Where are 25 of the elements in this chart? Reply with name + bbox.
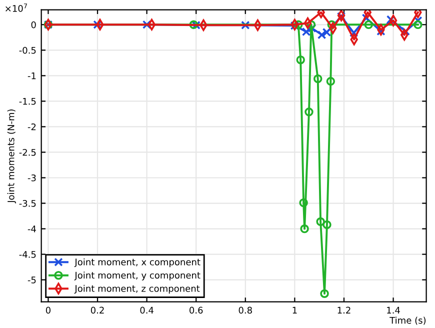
legend-label: Joint moment, y component bbox=[74, 272, 200, 280]
y-tick-label: -5 bbox=[28, 276, 36, 284]
y-tick-label: -4.5 bbox=[19, 251, 36, 258]
y-tick-label: -1.5 bbox=[19, 98, 36, 105]
x-tick-label: 1.4 bbox=[387, 306, 400, 314]
legend-label: Joint moment, x component bbox=[74, 258, 200, 268]
y-axis-title: Joint moments (N-m) bbox=[7, 109, 16, 204]
x-tick-label: 0 bbox=[46, 306, 50, 314]
text: ×10$^{7}$ bbox=[6, 4, 27, 12]
y-tick-label: -3.5 bbox=[19, 200, 36, 207]
x-tick-label: 0.8 bbox=[238, 306, 252, 314]
x-axis-title: Time (s) bbox=[390, 316, 426, 325]
y-tick-label: -0.5 bbox=[19, 46, 36, 54]
x-tick-label: 1 bbox=[292, 306, 297, 314]
x-tick-label: 0.2 bbox=[90, 306, 104, 314]
x-tick-label: 0.6 bbox=[190, 306, 203, 314]
y-tick-label: 0 bbox=[31, 21, 36, 28]
legend-label: Joint moment, z component bbox=[74, 284, 200, 294]
y-tick-label: -2 bbox=[28, 123, 36, 130]
x-tick-label: 0.4 bbox=[140, 306, 154, 314]
y-tick-label: -3 bbox=[28, 174, 36, 182]
y-tick-label: -1 bbox=[28, 72, 36, 80]
x-tick-label: 1.2 bbox=[338, 306, 350, 314]
y-tick-label: -4 bbox=[28, 226, 36, 232]
y-tick-label: -2.5 bbox=[19, 148, 36, 156]
